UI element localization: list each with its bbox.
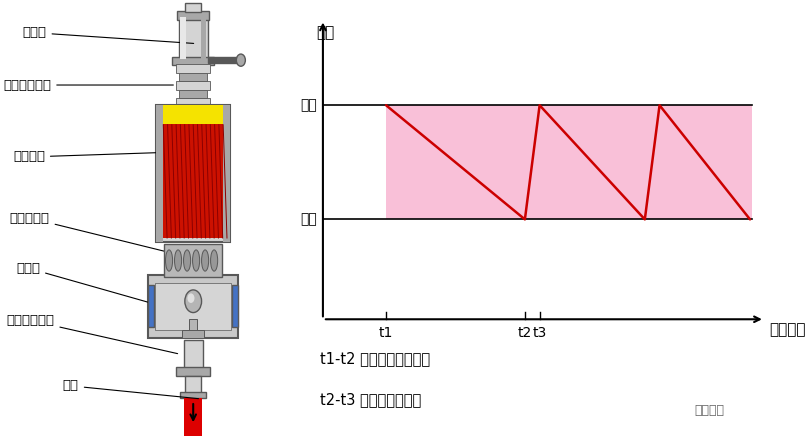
- Circle shape: [237, 54, 246, 66]
- Text: 最低: 最低: [299, 212, 316, 226]
- Bar: [208, 57, 240, 63]
- Text: 失重秤: 失重秤: [16, 262, 149, 303]
- Text: 给料时间: 给料时间: [769, 322, 805, 337]
- Bar: [176, 367, 210, 376]
- Bar: [180, 17, 186, 59]
- Ellipse shape: [211, 250, 217, 271]
- Ellipse shape: [166, 250, 172, 271]
- Bar: [201, 17, 206, 59]
- Bar: [156, 105, 163, 242]
- Circle shape: [188, 293, 195, 303]
- Text: 装料: 装料: [316, 25, 335, 40]
- Ellipse shape: [192, 250, 200, 271]
- Text: 柔性出口连接: 柔性出口连接: [6, 314, 178, 354]
- Bar: [155, 283, 231, 330]
- Bar: [176, 98, 210, 107]
- Bar: [148, 275, 238, 338]
- Text: 卸料: 卸料: [63, 379, 199, 399]
- Bar: [189, 319, 197, 338]
- Bar: [164, 244, 222, 277]
- Bar: [184, 340, 203, 368]
- Bar: [223, 105, 230, 242]
- Bar: [176, 81, 210, 90]
- Bar: [180, 73, 207, 81]
- Bar: [177, 11, 209, 20]
- Bar: [185, 3, 201, 12]
- Bar: [185, 376, 201, 394]
- Text: 最高: 最高: [299, 98, 316, 112]
- Ellipse shape: [175, 250, 182, 271]
- Bar: [176, 64, 210, 73]
- Ellipse shape: [201, 250, 208, 271]
- Text: t2: t2: [518, 327, 532, 341]
- Circle shape: [185, 290, 201, 313]
- Text: 称重料仓: 称重料仓: [13, 150, 157, 164]
- Text: t1: t1: [379, 327, 393, 341]
- Text: 柔性入口连接: 柔性入口连接: [3, 78, 173, 92]
- Bar: [156, 105, 230, 242]
- Bar: [233, 286, 238, 327]
- Bar: [148, 286, 154, 327]
- Bar: [386, 105, 752, 219]
- Bar: [172, 57, 214, 65]
- Bar: [163, 105, 223, 124]
- Text: t3: t3: [532, 327, 547, 341]
- Bar: [180, 392, 206, 398]
- Text: 螺旋输送机: 螺旋输送机: [10, 211, 191, 258]
- Bar: [182, 330, 204, 338]
- Bar: [163, 124, 223, 238]
- Bar: [179, 17, 208, 59]
- Bar: [180, 90, 207, 98]
- Ellipse shape: [184, 250, 191, 271]
- Bar: [184, 398, 202, 436]
- Text: 装料阀: 装料阀: [23, 26, 194, 44]
- Text: t1-t2 时间：重力式给料: t1-t2 时间：重力式给料: [320, 352, 431, 367]
- Text: 剑指工控: 剑指工控: [694, 404, 724, 417]
- Text: t2-t3 时间：重新装料: t2-t3 时间：重新装料: [320, 393, 422, 408]
